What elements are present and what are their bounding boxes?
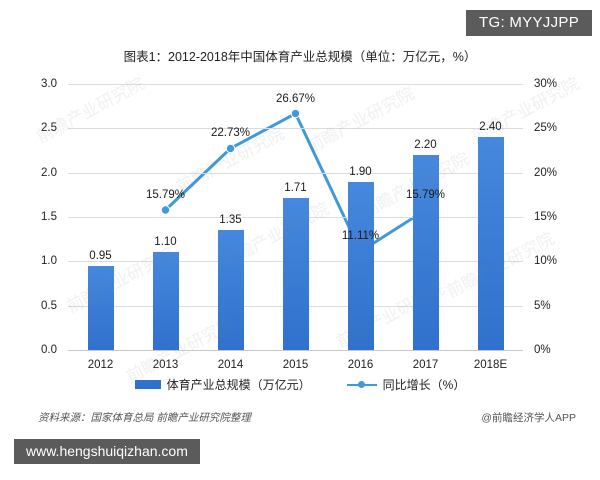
y-axis-right-tick: 5% bbox=[534, 299, 551, 312]
x-axis-tick: 2017 bbox=[412, 359, 439, 371]
chart-footer: 资料来源：国家体育总局 前瞻产业研究院整理 @前瞻经济学人APP bbox=[38, 410, 576, 425]
chart-container: 图表1：2012-2018年中国体育产业总规模（单位：万亿元，%） 0.0 0.5… bbox=[0, 36, 600, 440]
chart-title: 图表1：2012-2018年中国体育产业总规模（单位：万亿元，%） bbox=[123, 50, 477, 64]
source-note: 资料来源：国家体育总局 前瞻产业研究院整理 bbox=[38, 412, 251, 424]
line-value-label: 11.11% bbox=[341, 230, 380, 243]
line-value-label: 15.79% bbox=[145, 188, 186, 201]
y-axis-right-tick: 20% bbox=[534, 166, 558, 179]
bar-value-label: 1.90 bbox=[349, 165, 372, 178]
gridline bbox=[68, 128, 523, 130]
plot-inner: 0.0 0.5 1.0 1.5 2.0 2.5 3.0 0% 5% 10% 15% 20% 25% 30%… bbox=[41, 78, 557, 371]
legend-line-label: 同比增长（%） bbox=[382, 378, 466, 392]
x-axis-tick: 2015 bbox=[282, 359, 309, 371]
bar-value-label: 2.20 bbox=[414, 138, 437, 151]
line-marker[interactable] bbox=[225, 143, 236, 154]
bar[interactable] bbox=[282, 198, 309, 350]
y-axis-right-tick: 25% bbox=[534, 122, 558, 135]
bar[interactable] bbox=[477, 137, 504, 350]
plot-area: 0.0 0.5 1.0 1.5 2.0 2.5 3.0 0% 5% 10% 15% 20% 25% 30%… bbox=[41, 78, 557, 371]
y-axis-left-tick: 1.0 bbox=[41, 255, 57, 268]
bar[interactable] bbox=[152, 252, 179, 350]
y-axis-right-tick: 10% bbox=[534, 255, 558, 268]
y-axis-right-tick: 0% bbox=[534, 344, 551, 356]
y-axis-right-tick: 15% bbox=[534, 211, 558, 223]
legend-line-swatch-icon bbox=[346, 380, 377, 390]
x-axis-tick: 2016 bbox=[347, 359, 374, 371]
line-value-label: 15.79% bbox=[405, 188, 446, 201]
y-axis-left-tick: 2.0 bbox=[41, 166, 57, 179]
line-marker[interactable] bbox=[160, 205, 171, 215]
line-value-label: 26.67% bbox=[275, 92, 316, 105]
legend-item-line-series[interactable]: 同比增长（%） bbox=[346, 376, 466, 393]
x-axis-tick: 2014 bbox=[217, 359, 244, 371]
y-axis-left-tick: 0.5 bbox=[41, 299, 57, 312]
bar[interactable] bbox=[87, 265, 114, 350]
legend-item-bar-series[interactable]: 体育产业总规模（万亿元） bbox=[134, 376, 311, 393]
bar[interactable] bbox=[217, 230, 244, 350]
y-axis-left-tick: 0.0 bbox=[41, 344, 57, 356]
y-axis-left-tick: 3.0 bbox=[41, 78, 57, 90]
y-axis-right-tick: 30% bbox=[534, 78, 558, 90]
bar-value-label: 1.71 bbox=[284, 182, 307, 195]
bar[interactable] bbox=[347, 181, 374, 350]
bar-value-label: 2.40 bbox=[479, 121, 502, 134]
x-axis-tick: 2012 bbox=[87, 359, 114, 371]
bar-value-label: 0.95 bbox=[89, 249, 112, 262]
gridline bbox=[68, 172, 523, 174]
bar-value-label: 1.35 bbox=[219, 214, 242, 227]
chart-legend: 体育产业总规模（万亿元） 同比增长（%） bbox=[0, 376, 600, 393]
gridline bbox=[68, 84, 523, 85]
x-axis-tick: 2018E bbox=[473, 359, 508, 371]
y-axis-left-tick: 2.5 bbox=[41, 122, 57, 135]
line-value-label: 22.73% bbox=[210, 127, 251, 140]
tg-watermark-badge: TG: MYYJJPP bbox=[466, 10, 592, 38]
bar[interactable] bbox=[412, 154, 439, 350]
app-credit: @前瞻经济学人APP bbox=[481, 412, 576, 424]
line-marker[interactable] bbox=[290, 108, 301, 119]
site-url-badge: www.hengshuiqizhan.com bbox=[14, 438, 200, 464]
y-axis-left-tick: 1.5 bbox=[41, 211, 57, 223]
legend-bar-swatch-icon bbox=[134, 380, 161, 389]
x-axis-tick: 2013 bbox=[152, 359, 179, 371]
legend-bar-label: 体育产业总规模（万亿元） bbox=[166, 378, 311, 392]
gridline bbox=[68, 350, 523, 351]
bar-value-label: 1.10 bbox=[154, 236, 177, 249]
